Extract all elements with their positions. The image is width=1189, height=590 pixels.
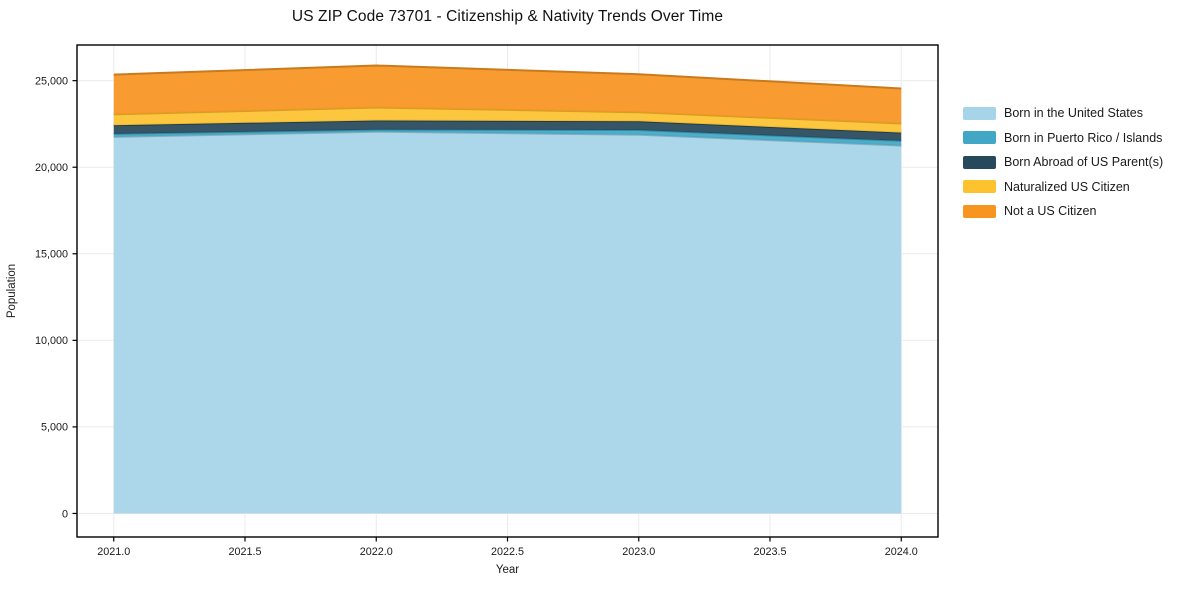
y-tick-label: 10,000 <box>35 335 68 347</box>
x-tick-label: 2021.0 <box>97 546 130 558</box>
legend-label: Born in the United States <box>1004 106 1143 120</box>
legend-swatch-born-abroad-of-us-parent-s <box>963 155 996 169</box>
x-tick-label: 2023.5 <box>753 546 786 558</box>
x-tick-label: 2022.0 <box>360 546 393 558</box>
x-tick-label: 2021.5 <box>228 546 261 558</box>
legend-item-born-abroad-of-us-parent-s: Born Abroad of US Parent(s) <box>963 155 1163 169</box>
legend-item-born-in-puerto-rico-islands: Born in Puerto Rico / Islands <box>963 131 1163 145</box>
x-tick-label: 2023.0 <box>622 546 655 558</box>
legend-label: Not a US Citizen <box>1004 204 1097 218</box>
legend-item-not-a-us-citizen: Not a US Citizen <box>963 204 1163 218</box>
y-tick-label: 5,000 <box>41 422 68 434</box>
area-naturalized-us-citizen <box>113 107 902 133</box>
x-tick-label: 2024.0 <box>885 546 918 558</box>
legend-label: Naturalized US Citizen <box>1004 179 1130 194</box>
legend-swatch-not-a-us-citizen <box>963 204 996 218</box>
legend-label: Born Abroad of US Parent(s) <box>1004 155 1164 169</box>
x-axis-label: Year <box>496 564 519 576</box>
y-tick-label: 15,000 <box>35 249 68 261</box>
y-tick-label: 0 <box>62 508 68 520</box>
legend-swatch-born-in-the-united-states <box>963 106 996 120</box>
edge-not-a-us-citizen <box>113 64 902 90</box>
y-tick-label: 25,000 <box>35 75 68 87</box>
area-not-a-us-citizen <box>113 65 902 124</box>
chart-title: US ZIP Code 73701 - Citizenship & Nativi… <box>291 8 724 25</box>
x-tick-label: 2022.5 <box>491 546 524 558</box>
legend-item-naturalized-us-citizen: Naturalized US Citizen <box>963 180 1163 194</box>
legend-swatch-naturalized-us-citizen <box>963 180 996 193</box>
legend-swatch-born-in-puerto-rico-islands <box>963 131 996 144</box>
legend-item-born-in-the-united-states: Born in the United States <box>963 106 1163 120</box>
area-born-in-the-united-states <box>113 131 902 514</box>
axes: 2021.0 2021.5 2022.0 2022.5 2023.0 2023.5 2024… <box>6 75 918 576</box>
legend: Born in the United States Born in Puerto … <box>963 106 1163 218</box>
legend-label: Born in Puerto Rico / Islands <box>1004 130 1163 145</box>
y-axis-label: Population <box>6 264 18 318</box>
area-born-abroad-of-us-parent-s <box>113 120 902 141</box>
y-tick-label: 20,000 <box>35 162 68 174</box>
